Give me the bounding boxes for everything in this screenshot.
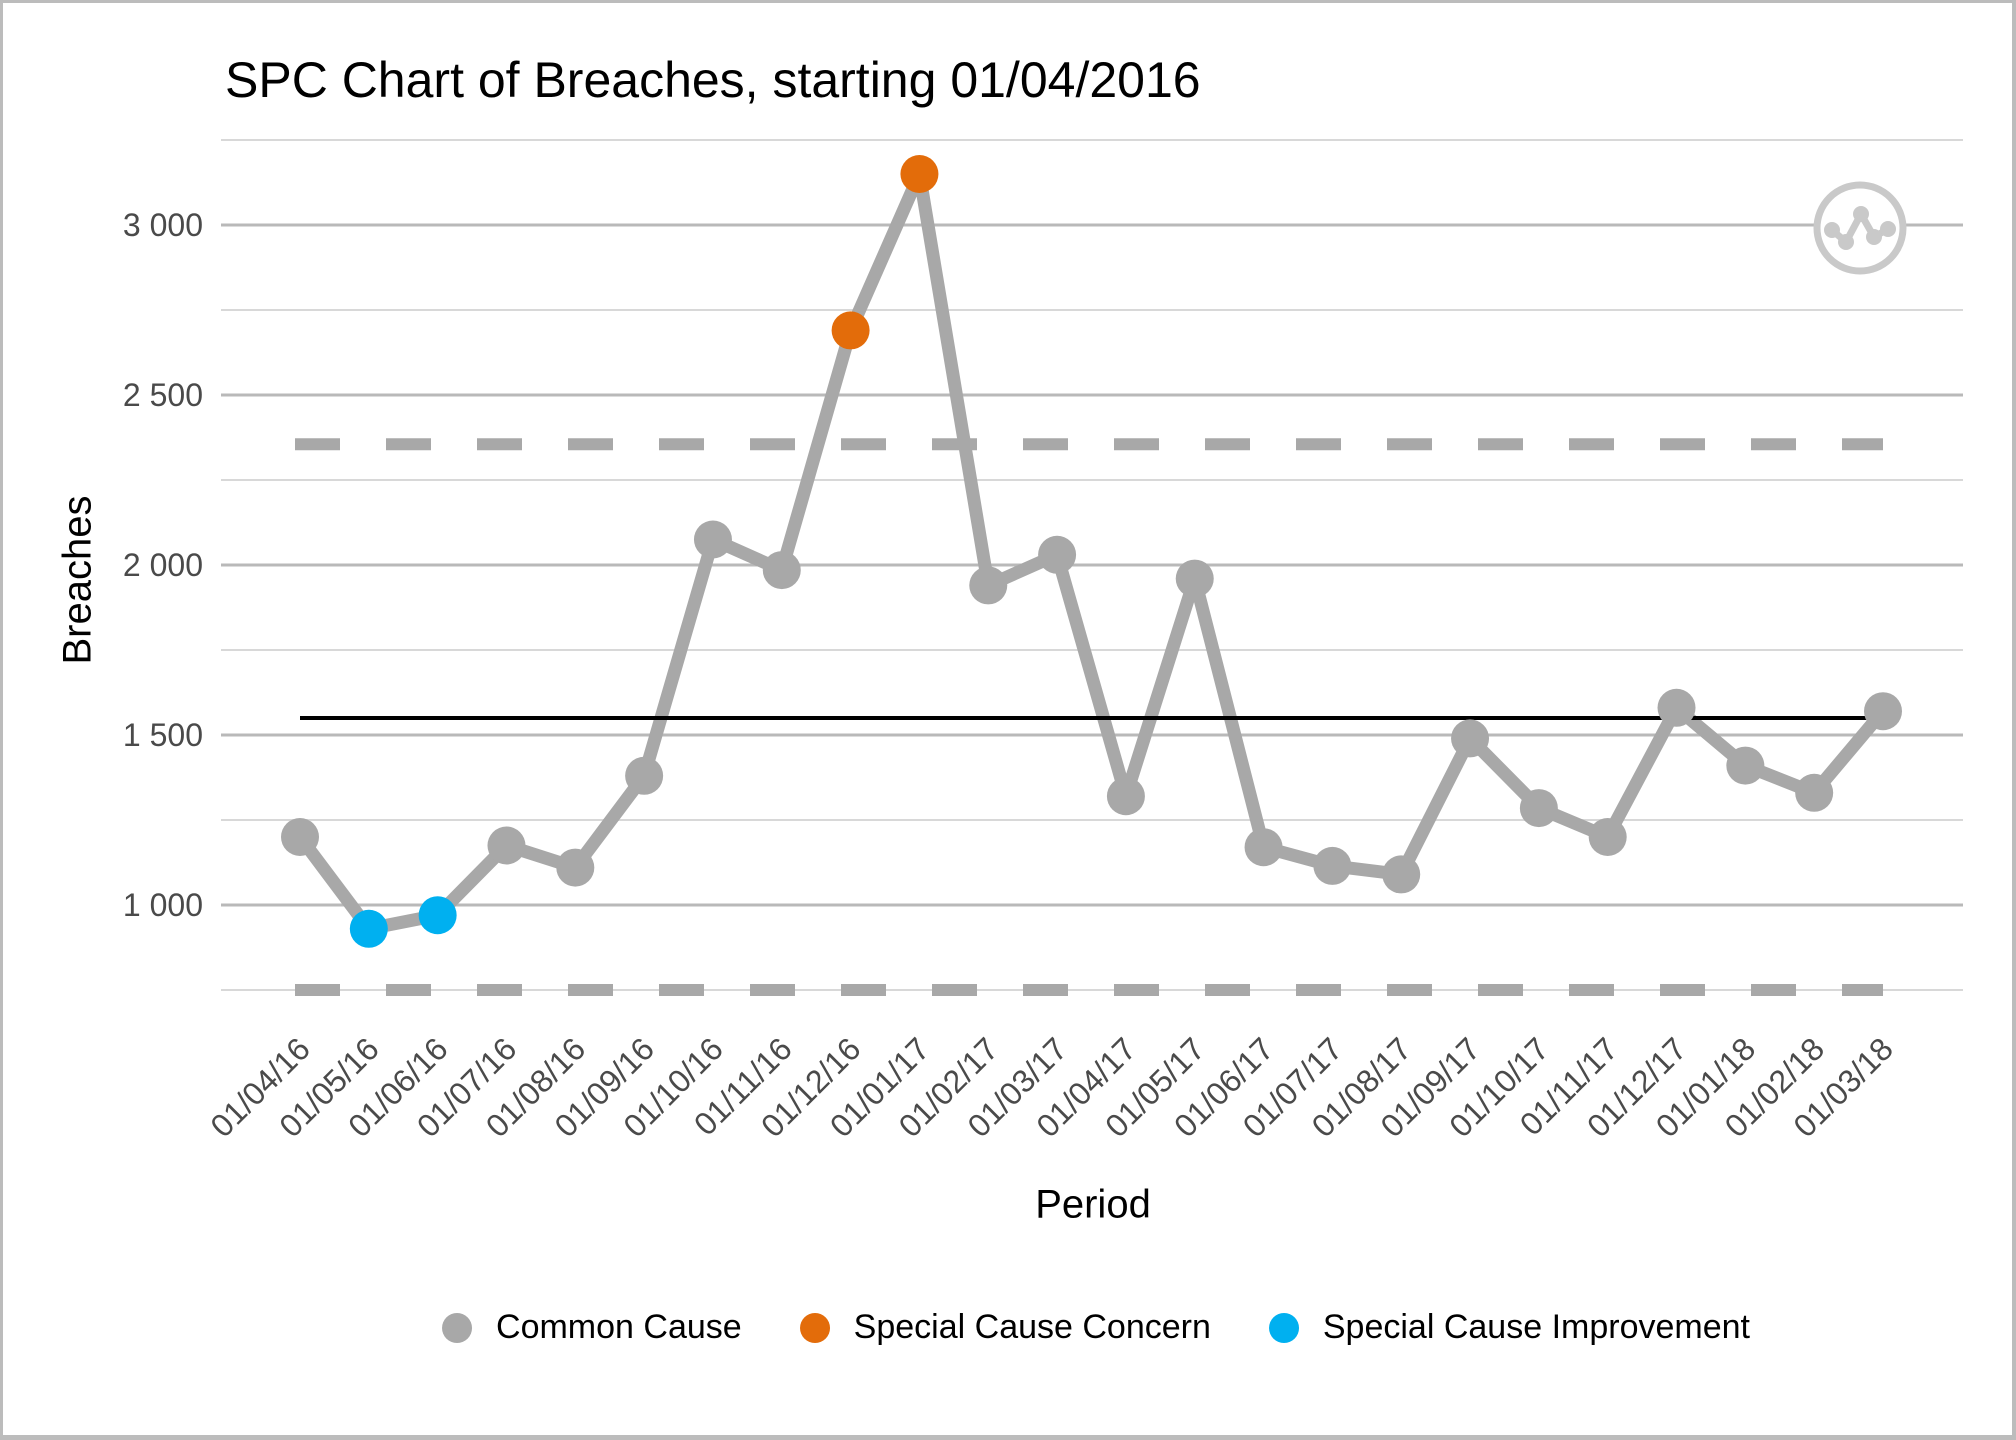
data-point-common [1519,789,1558,828]
data-point-common [1313,846,1352,885]
data-series-line [294,167,1888,936]
legend-item-special-cause-improvement: Special Cause Improvement [1268,1308,1750,1347]
legend-item-special-cause-concern: Special Cause Concern [799,1308,1211,1347]
data-point-improvement [349,909,388,948]
line-chart-icon-dot [1824,222,1840,238]
data-point-concern [831,311,870,350]
legend-label: Special Cause Improvement [1322,1308,1750,1346]
legend-label: Common Cause [496,1308,742,1346]
data-point-common [1451,719,1490,758]
line-chart-icon-dot [1838,234,1854,250]
chart-title: SPC Chart of Breaches, starting 01/04/20… [225,52,1201,108]
data-point-common [1175,559,1214,598]
y-axis-title: Breaches [55,495,100,665]
data-point-common [1864,692,1902,731]
data-point-common [762,551,801,590]
data-point-improvement [418,896,457,935]
data-point-common [556,848,595,887]
line-chart-icon-dot [1853,206,1869,222]
data-point-common [487,826,526,865]
y-tick-label: 2 000 [123,547,203,583]
data-point-common [1795,773,1834,812]
line-chart-icon-dot [1866,229,1882,245]
data-point-common [1382,855,1421,894]
legend-label: Special Cause Concern [853,1308,1211,1346]
legend-marker [799,1312,830,1343]
y-tick-label: 2 500 [123,377,203,413]
data-point-concern [900,155,939,193]
data-point-common [969,566,1008,605]
data-point-common [1726,746,1765,785]
legend-item-common-cause: Common Cause [442,1308,742,1347]
data-point-common [281,818,319,856]
data-point-common [1588,818,1627,856]
line-chart-icon [1813,181,1907,275]
line-chart-icon-dot [1880,221,1896,237]
data-point-common [693,520,732,559]
legend: Common Cause Special Cause Concern Speci… [442,1308,1750,1347]
data-point-common [625,756,664,795]
data-point-common [1244,828,1283,867]
line-chart-icon-ring [1813,181,1907,275]
legend-marker [442,1312,473,1343]
y-tick-label: 1 500 [123,717,203,753]
x-axis-title: Period [1035,1182,1151,1227]
data-point-common [1038,535,1077,574]
legend-marker [1268,1312,1299,1343]
y-tick-label: 1 000 [123,887,203,923]
data-point-common [1106,777,1145,816]
y-tick-label: 3 000 [123,207,203,243]
data-point-common [1657,688,1696,727]
